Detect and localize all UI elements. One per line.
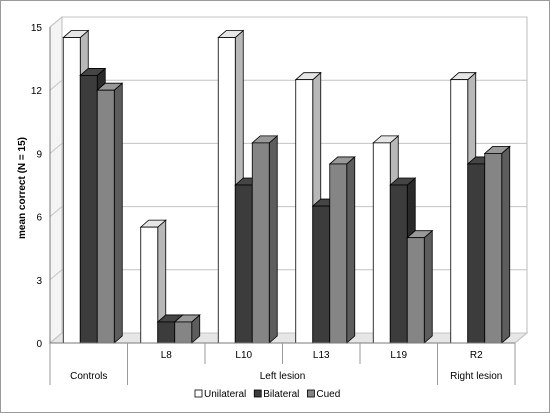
group-label: Left lesion — [260, 371, 306, 382]
group-label: Controls — [70, 371, 107, 382]
bar-front — [389, 184, 408, 344]
bar-cued-controls — [96, 82, 124, 344]
y-axis-label: mean correct (N = 15) — [17, 137, 28, 239]
bar-front — [157, 321, 176, 344]
side-wall — [49, 15, 63, 345]
bar-front — [406, 237, 425, 344]
bar-front — [295, 79, 314, 344]
bar-front — [312, 205, 331, 344]
y-tick-label: 0 — [36, 339, 42, 350]
x-axis: L8 L10 L13 L19 R2 Controls Left lesion Right le… — [49, 342, 516, 385]
group-label: Right lesion — [450, 371, 502, 382]
bar-front — [140, 226, 159, 344]
gridline — [49, 16, 527, 28]
bar-front — [96, 89, 115, 344]
y-axis-ticks: 0 3 6 9 12 15 — [31, 23, 51, 350]
legend-entry: Cued — [316, 389, 340, 400]
bar-unilateral-l8 — [139, 219, 167, 344]
bar-side — [346, 156, 356, 344]
y-tick-label: 9 — [36, 149, 42, 160]
y-tick-label: 12 — [31, 86, 43, 97]
x-tick-label: L8 — [161, 350, 173, 361]
bar-cued-l19 — [406, 229, 434, 344]
y-tick-label: 15 — [31, 23, 43, 34]
bar-side — [423, 229, 433, 344]
bar-cued-l10 — [251, 134, 279, 344]
legend-entry: Unilateral — [204, 389, 246, 400]
gridline — [49, 332, 527, 344]
bar-front — [174, 321, 193, 344]
legend-swatch — [253, 389, 262, 398]
bar-front — [62, 37, 81, 344]
legend-entry: Bilateral — [263, 389, 299, 400]
gridline — [49, 269, 527, 281]
bars — [62, 29, 511, 344]
bar-front — [234, 184, 253, 344]
bar-front — [450, 79, 469, 344]
bar-front — [79, 75, 98, 344]
legend-swatch — [306, 389, 315, 398]
bar-front — [372, 142, 391, 344]
bar-cued-l13 — [328, 156, 356, 344]
x-tick-label: L19 — [390, 350, 407, 361]
bar-cued-r2 — [483, 145, 511, 344]
gridline — [49, 79, 527, 91]
bar-side — [268, 134, 278, 344]
bar-front — [217, 37, 236, 344]
legend-swatch — [194, 389, 203, 398]
y-tick-label: 3 — [36, 276, 42, 287]
bar-front — [251, 142, 270, 344]
y-tick-label: 6 — [36, 213, 42, 224]
bar-cued-l8 — [173, 314, 201, 344]
x-tick-label: L10 — [235, 350, 252, 361]
x-tick-label: R2 — [470, 350, 483, 361]
gridlines — [49, 16, 527, 344]
bar-front — [329, 163, 348, 344]
bar-front — [467, 163, 486, 344]
x-tick-label: L13 — [313, 350, 330, 361]
bar-front — [484, 152, 503, 344]
gridline — [49, 206, 527, 217]
legend: Unilateral Bilateral Cued — [194, 389, 340, 400]
gridline — [49, 142, 527, 154]
bar-side — [501, 145, 511, 344]
bar-side — [113, 82, 123, 344]
